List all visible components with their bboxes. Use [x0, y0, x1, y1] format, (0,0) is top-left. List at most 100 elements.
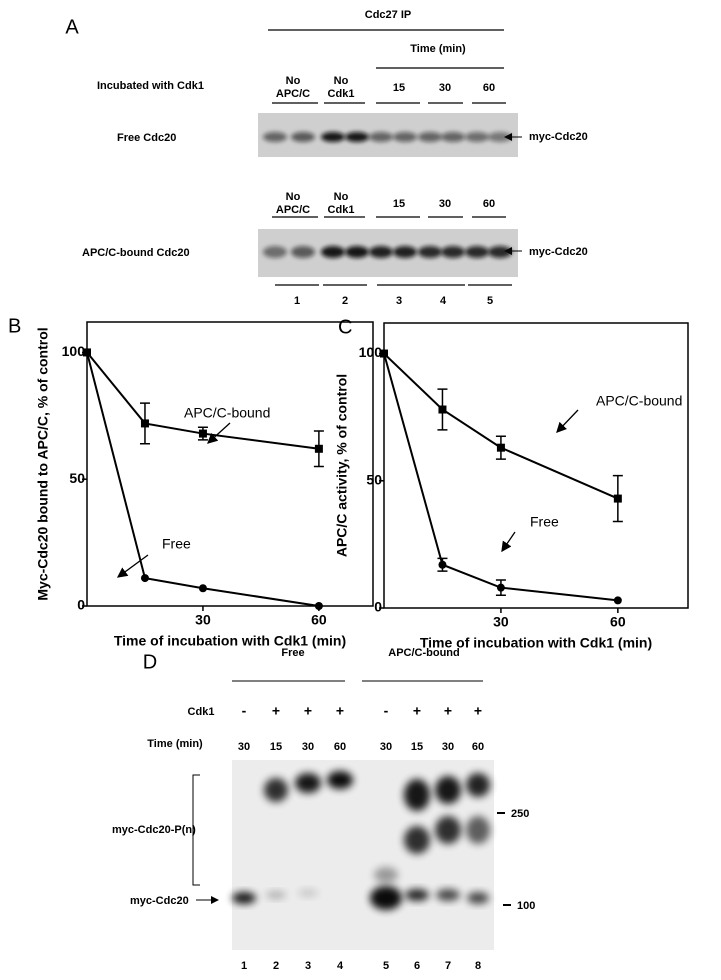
series-label: Free	[530, 514, 559, 530]
cdk1-sign: +	[304, 703, 312, 719]
series-label: Free	[162, 536, 191, 552]
lane-number: 1	[294, 295, 300, 307]
lane-number: 8	[475, 960, 481, 972]
ip-label: Cdc27 IP	[365, 9, 411, 21]
lane-number: 1	[241, 960, 247, 972]
group-label: Free	[281, 647, 304, 659]
plot-frame	[86, 321, 374, 607]
time-value: 30	[302, 741, 314, 753]
panel-letter: C	[338, 316, 352, 338]
series-line	[86, 351, 320, 450]
gel-band	[374, 867, 398, 883]
annotation-arrow	[116, 554, 149, 578]
series-label: APC/C-bound	[184, 405, 270, 421]
band	[321, 132, 345, 142]
time-value: 15	[411, 741, 423, 753]
band	[488, 246, 512, 258]
blot-label: APC/C-bound Cdc20	[82, 247, 190, 259]
time-value: 15	[270, 741, 282, 753]
point	[613, 494, 622, 503]
gel-band	[266, 891, 286, 899]
band	[369, 246, 393, 258]
blot-label: Free Cdc20	[117, 132, 176, 144]
point	[314, 602, 323, 610]
point	[140, 419, 149, 428]
band-label: myc-Cdc20	[130, 895, 189, 907]
gel-band	[435, 776, 461, 804]
condition-label: 60	[483, 198, 495, 210]
bracket-label: myc-Cdc20-P(n)	[112, 824, 196, 836]
gel-band	[370, 886, 402, 910]
point	[496, 443, 505, 452]
series-line	[86, 352, 320, 607]
point	[198, 429, 207, 438]
lane-number: 4	[440, 295, 447, 307]
time-value: 60	[334, 741, 346, 753]
gel-band	[404, 826, 430, 854]
panel-letter: B	[8, 315, 21, 337]
point	[613, 596, 622, 605]
condition-label: 30	[439, 82, 451, 94]
gel-band	[466, 773, 490, 797]
condition-label: Cdk1	[328, 204, 355, 216]
panel-letter: A	[65, 16, 79, 38]
y-tick-label: 0	[77, 597, 85, 613]
condition-label: 30	[439, 198, 451, 210]
gel-band	[232, 892, 256, 904]
annotation-arrow	[207, 422, 231, 444]
cdk1-sign: -	[242, 703, 247, 719]
x-tick-label: 60	[311, 612, 327, 628]
series-label: APC/C-bound	[596, 393, 682, 409]
lane-number: 3	[396, 295, 402, 307]
point	[140, 574, 149, 583]
band	[263, 246, 287, 258]
band	[441, 246, 465, 258]
row-label: Incubated with Cdk1	[97, 80, 204, 92]
gel-band	[295, 773, 321, 793]
band	[465, 246, 489, 258]
band	[291, 132, 315, 142]
lane-number: 5	[487, 295, 493, 307]
band	[441, 132, 465, 142]
panel-letter: D	[143, 651, 157, 673]
lane-number: 7	[445, 960, 451, 972]
time-value: 30	[442, 741, 454, 753]
y-tick-label: 50	[69, 470, 85, 486]
point	[198, 584, 207, 593]
condition-label: No	[334, 75, 349, 87]
condition-label: No	[334, 191, 349, 203]
cdk1-sign: +	[413, 703, 421, 719]
x-tick-label: 30	[195, 612, 211, 628]
gel-band	[405, 889, 429, 901]
cdk1-sign: -	[384, 703, 389, 719]
band	[369, 132, 393, 142]
condition-label: APC/C	[276, 204, 310, 216]
band	[418, 246, 442, 258]
gel-band	[467, 892, 489, 904]
time-value: 60	[472, 741, 484, 753]
band	[291, 246, 315, 258]
y-axis-label: Myc-Cdc20 bound to APC/C, % of control	[35, 327, 51, 600]
band	[345, 132, 369, 142]
point	[83, 348, 91, 357]
y-tick-label: 0	[374, 599, 382, 615]
gel-band	[435, 816, 461, 844]
y-tick-label: 50	[366, 471, 382, 487]
gel-band	[404, 779, 430, 811]
band	[393, 246, 417, 258]
time-label: Time (min)	[410, 43, 466, 55]
lane-number: 4	[337, 960, 344, 972]
y-axis-label: APC/C activity, % of control	[334, 374, 350, 557]
plot-frame	[383, 322, 689, 609]
gel-band	[466, 816, 490, 844]
series-line	[383, 352, 619, 500]
condition-label: APC/C	[276, 88, 310, 100]
point	[314, 444, 323, 453]
x-tick-label: 60	[610, 614, 626, 630]
lane-number: 2	[342, 295, 348, 307]
gel-band	[327, 771, 353, 789]
lane-number: 3	[305, 960, 311, 972]
cdk1-sign: +	[336, 703, 344, 719]
annotation-arrow	[556, 409, 579, 433]
